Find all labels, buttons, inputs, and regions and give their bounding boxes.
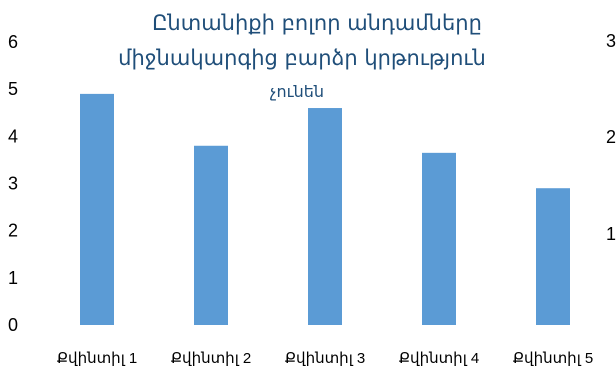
bar (308, 108, 342, 326)
bar (194, 145, 228, 325)
y-tick-label: 2 (8, 221, 18, 241)
bar (536, 188, 570, 325)
y-tick-label: 6 (8, 32, 18, 52)
bar-series (80, 93, 570, 326)
x-tick-label: Քվինտիլ 4 (399, 350, 480, 367)
chart-title-line-2: միջնակարգից բարձր կրթություն (118, 46, 486, 70)
x-tick-label: Քվինտիլ 3 (285, 350, 366, 367)
y-tick-label: 5 (8, 79, 18, 99)
x-tick-label: Քվինտիլ 1 (57, 350, 138, 367)
y-axis: 0 1 2 3 4 5 6 (8, 32, 18, 335)
y-tick-label: 0 (8, 315, 18, 335)
adjacent-chart-tick-label: 3 (606, 31, 616, 51)
chart-title-line-1: Ընտանիքի բոլոր անդամները (152, 11, 482, 35)
y-tick-label: 4 (8, 126, 18, 146)
chart-title: Ընտանիքի բոլոր անդամները միջնակարգից բար… (118, 11, 486, 101)
bar (80, 93, 114, 325)
chart-title-line-3: չունեն (270, 82, 324, 101)
bar (422, 152, 456, 325)
x-axis: Քվինտիլ 1 Քվինտիլ 2 Քվինտիլ 3 Քվինտիլ 4 Քվին… (57, 350, 594, 367)
x-tick-label: Քվինտիլ 5 (513, 350, 594, 367)
adjacent-chart-tick-label: 2 (606, 127, 616, 147)
adjacent-chart-tick-label: 1 (606, 224, 616, 244)
x-tick-label: Քվինտիլ 2 (171, 350, 252, 367)
y-tick-label: 1 (8, 268, 18, 288)
adjacent-chart-axis-fragment: 3 2 1 (606, 31, 616, 244)
y-tick-label: 3 (8, 174, 18, 194)
